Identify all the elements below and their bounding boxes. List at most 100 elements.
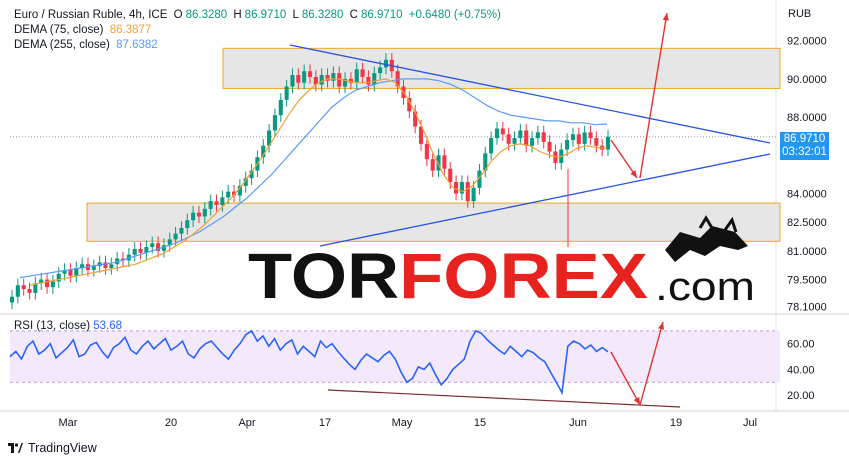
candle-body: [442, 155, 447, 169]
rsi-tick-label: 60.00: [787, 339, 815, 351]
rsi-tick-label: 40.00: [787, 364, 815, 376]
candle-body: [278, 99, 283, 116]
candle-body: [594, 138, 599, 146]
candle-body: [529, 138, 535, 146]
candle-body: [454, 182, 459, 194]
time-tick-label: 17: [319, 417, 331, 429]
dema255-value: 87.6382: [116, 39, 158, 51]
candle-body: [80, 264, 85, 269]
candle-body: [296, 75, 301, 83]
candle-body: [518, 130, 523, 139]
open-label: O: [173, 9, 183, 21]
symbol-title[interactable]: Euro / Russian Ruble, 4h, ICE: [14, 9, 168, 21]
bar-countdown: 03:32:01: [782, 146, 827, 158]
price-tick-label: 79.5000: [787, 275, 827, 287]
dema75-value: 86.3877: [109, 24, 152, 36]
forecast-down-arrow-head: [630, 170, 637, 178]
last-price: 86.9710: [783, 133, 826, 145]
rsi-divergence-line: [327, 389, 681, 408]
dema75-legend[interactable]: DEMA (75, close) 86.3877: [14, 23, 154, 38]
candle-body: [489, 138, 494, 154]
candle-body: [348, 78, 353, 83]
candle-body: [372, 73, 377, 85]
brand-name: TradingView: [28, 441, 97, 455]
candle-body: [483, 153, 488, 171]
candle-body: [261, 145, 266, 158]
candle-body: [448, 168, 453, 183]
candle-body: [313, 76, 318, 85]
price-tick-label: 82.5000: [787, 217, 827, 229]
candle-body: [588, 132, 593, 139]
dema255-legend[interactable]: DEMA (255, close) 87.6382: [14, 38, 161, 53]
candle-body: [196, 212, 202, 217]
candle-body: [56, 273, 61, 282]
candle-body: [325, 75, 330, 81]
high-label: H: [233, 9, 242, 21]
rsi-band: [10, 330, 780, 383]
candle-body: [494, 128, 500, 139]
time-tick-label: May: [392, 417, 413, 429]
candle-body: [208, 201, 213, 209]
watermark-tor: TOR: [248, 240, 399, 312]
price-tick-label: 84.0000: [787, 189, 827, 201]
candle-body: [62, 269, 67, 274]
candle-body: [68, 269, 73, 276]
candle-body: [524, 130, 529, 146]
time-tick-label: Apr: [238, 417, 255, 429]
time-tick-label: Jun: [569, 417, 587, 429]
candle-body: [272, 115, 277, 131]
dema255-line: [19, 78, 608, 279]
rsi-forecast-down-arrow: [610, 351, 641, 406]
candle-body: [15, 285, 20, 297]
candle-body: [582, 132, 587, 144]
candle-body: [132, 248, 137, 255]
candle-body: [570, 134, 575, 141]
candle-body: [220, 197, 225, 205]
candle-body: [156, 243, 161, 251]
dema75-label: DEMA (75, close): [14, 24, 104, 36]
forecast-down-arrow: [610, 139, 638, 179]
price-tick-label: 81.0000: [787, 246, 827, 258]
high-value: 86.9710: [244, 9, 287, 21]
currency-label[interactable]: RUB: [788, 8, 812, 20]
last-price-badge: 86.9710 03:32:01: [780, 132, 829, 160]
tradingview-brand[interactable]: TradingView: [8, 441, 97, 455]
candle-body: [424, 143, 429, 160]
candle-body: [430, 159, 435, 171]
time-tick-label: 20: [165, 417, 177, 429]
candle-body: [395, 71, 400, 87]
forecast-up-arrow: [639, 12, 668, 179]
candle-body: [109, 264, 114, 269]
candle-body: [50, 281, 55, 288]
rsi-label: RSI (13, close): [14, 320, 91, 332]
candle-body: [33, 283, 38, 293]
candle-body: [74, 268, 79, 276]
candle-body: [191, 212, 196, 221]
candle-body: [214, 201, 219, 205]
candle-body: [97, 262, 102, 267]
candle-body: [418, 126, 424, 144]
price-tick-label: 78.1000: [787, 301, 827, 313]
candle-body: [249, 170, 254, 179]
candle-body: [202, 208, 207, 217]
candle-body: [243, 178, 248, 186]
candle-body: [179, 227, 184, 234]
price-tick-label: 88.0000: [787, 112, 827, 124]
candle-body: [21, 285, 26, 290]
candle-body: [553, 151, 558, 163]
candle-body: [267, 130, 272, 146]
candle-body: [343, 78, 348, 87]
watermark-suffix: .com: [655, 265, 755, 309]
change-value: +0.6480 (+0.75%): [408, 9, 501, 21]
candle-body: [150, 243, 155, 248]
candle-body: [471, 187, 476, 202]
candle-body: [378, 67, 383, 74]
rsi-legend[interactable]: RSI (13, close) 53.68: [14, 320, 122, 332]
candle-body: [383, 59, 389, 68]
candle-body: [144, 247, 149, 253]
candle-body: [512, 138, 517, 144]
candle-body: [161, 245, 166, 251]
watermark-text: TOR FOREX: [248, 240, 648, 312]
